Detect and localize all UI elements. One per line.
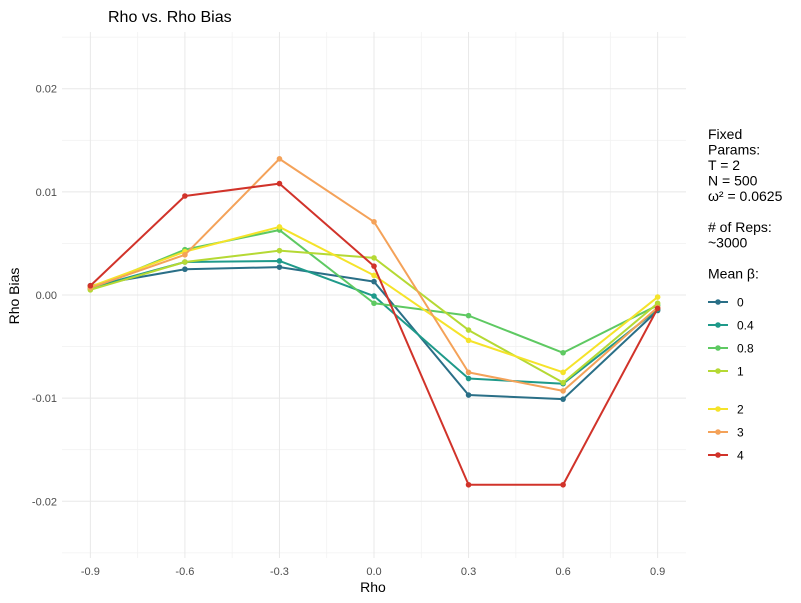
legend-label: 1 (737, 365, 744, 379)
x-tick-label: 0.3 (461, 566, 476, 578)
data-point (465, 375, 472, 382)
data-point (560, 349, 566, 356)
data-point (276, 264, 283, 270)
data-point (371, 278, 377, 285)
data-point (560, 388, 566, 394)
data-point (182, 251, 188, 258)
legend-label: 4 (737, 449, 744, 463)
x-tick-label: -0.3 (270, 566, 289, 578)
x-tick-label: 0.9 (650, 566, 665, 578)
data-point (465, 327, 472, 333)
data-point (276, 258, 283, 264)
legend-item-3: 3 (708, 426, 744, 440)
legend-label: 0.8 (737, 342, 754, 356)
data-point (560, 396, 566, 402)
x-tick-label: -0.6 (175, 566, 194, 578)
series-layer (87, 156, 661, 488)
series-4 (87, 180, 661, 488)
legend-item-4: 4 (708, 449, 744, 463)
data-point (371, 293, 377, 299)
legend-info-line: # of Reps: (708, 219, 772, 235)
legend-info-line: Fixed (708, 126, 742, 142)
legend-key-point (715, 406, 721, 412)
data-point (654, 300, 661, 307)
legend-info-line: Params: (708, 142, 760, 158)
series-1 (87, 247, 661, 386)
chart-title: Rho vs. Rho Bias (108, 9, 232, 26)
legend-key-point (715, 299, 721, 305)
x-axis-title: Rho (360, 579, 386, 595)
legend-info-line: N = 500 (708, 173, 758, 189)
data-point (465, 481, 472, 488)
y-tick-label: 0.01 (36, 187, 57, 199)
x-tick-label: -0.9 (81, 566, 100, 578)
legend-item-1: 1 (708, 365, 744, 379)
data-point (182, 259, 188, 265)
data-point (560, 369, 566, 376)
data-point (276, 156, 283, 162)
data-point (87, 282, 94, 289)
data-point (465, 312, 472, 319)
data-point (371, 255, 377, 261)
data-point (654, 305, 661, 312)
legend-key-point (715, 429, 721, 435)
data-point (276, 247, 283, 254)
legend-item-0: 0 (708, 296, 744, 310)
grid (62, 32, 686, 558)
data-point (371, 218, 377, 225)
legend-key-point (715, 452, 721, 458)
x-tick-label: 0.0 (366, 566, 381, 578)
legend-label: 0.4 (737, 319, 754, 333)
data-point (276, 224, 283, 230)
legend-key-point (715, 345, 721, 351)
data-point (654, 294, 661, 300)
data-point (182, 266, 188, 273)
y-axis-title: Rho Bias (6, 268, 22, 325)
data-point (371, 300, 377, 307)
data-point (371, 263, 377, 269)
legend-key-point (715, 368, 721, 374)
legend-info-line: ω² = 0.0625 (708, 188, 783, 204)
legend-item-0.4: 0.4 (708, 319, 754, 333)
data-point (371, 272, 377, 279)
y-tick-label: 0.00 (36, 290, 57, 302)
data-point (465, 369, 472, 376)
data-point (276, 180, 283, 187)
legend-item-0.8: 0.8 (708, 342, 754, 356)
legend-label: 3 (737, 426, 744, 440)
data-point (465, 337, 472, 344)
legend-key-point (715, 322, 721, 328)
y-tick-label: 0.02 (36, 84, 57, 96)
data-point (560, 481, 566, 488)
legend-label: 0 (737, 296, 744, 310)
legend-item-2: 2 (708, 403, 744, 417)
tick-labels: -0.9 -0.6 -0.3 0.0 0.3 0.6 0.9 -0.02 -0.01 0.00 0.… (32, 84, 665, 578)
legend-info-line: ~3000 (708, 235, 748, 251)
y-tick-label: -0.02 (32, 496, 57, 508)
legend-label: 2 (737, 403, 744, 417)
x-tick-label: 0.6 (555, 566, 570, 578)
legend-info-line: T = 2 (708, 157, 740, 173)
data-point (182, 193, 188, 199)
legend-info-line: Mean β: (708, 266, 759, 282)
data-point (465, 392, 472, 398)
y-tick-label: -0.01 (32, 393, 57, 405)
data-point (560, 379, 566, 386)
